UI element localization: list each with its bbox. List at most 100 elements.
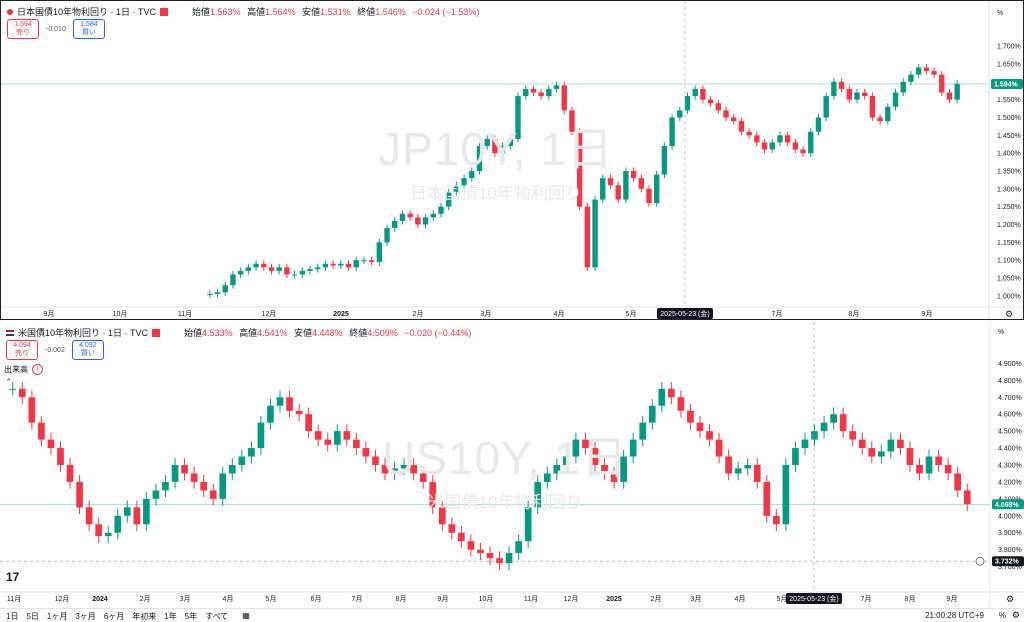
candle-body (376, 242, 383, 262)
candle-body (906, 448, 914, 465)
date-tick-label: 5月 (266, 595, 277, 603)
candle-body (410, 465, 417, 474)
us10y-symbol-title[interactable]: 米国債10年物利回り · 1日 · TVC (18, 328, 149, 338)
calendar-icon[interactable]: ▦ (242, 611, 250, 620)
date-tick-label: 4月 (223, 595, 234, 603)
buy-button[interactable]: 1.584 買い (72, 19, 105, 39)
tradingview-logo[interactable]: 17 (6, 570, 20, 584)
candle-body (823, 96, 829, 118)
candle-body (123, 507, 131, 516)
candle-body (291, 274, 298, 276)
alert-icon[interactable]: ! (32, 364, 43, 375)
candle-body (744, 465, 752, 469)
candle-body (620, 456, 627, 482)
jp10y-symbol-title[interactable]: 日本国債10年物利回り · 1日 · TVC (17, 7, 157, 17)
candle-body (854, 92, 860, 100)
candle-body (838, 81, 845, 89)
candle-body (777, 135, 783, 143)
jp10y-candles[interactable]: 1.700%1.650%1.600%1.550%1.500%1.450%1.40… (1, 1, 1023, 319)
tf-3m[interactable]: 3ヶ月 (75, 612, 96, 621)
volume-indicator[interactable]: 出来高 ! (4, 364, 43, 375)
candle-body (700, 88, 706, 100)
sell-button[interactable]: 4.094 売り (6, 340, 38, 360)
tf-1m[interactable]: 1ヶ月 (46, 612, 68, 621)
jp10y-chart-pane[interactable]: 日本国債10年物利回り · 1日 · TVC 始値1.563% 高値1.564%… (0, 0, 1024, 320)
price-tick-label: 4.800% (998, 378, 1022, 385)
candle-body (925, 456, 933, 474)
candle-body (615, 185, 621, 200)
price-tick-label: 3.700% (998, 564, 1022, 571)
gear-icon[interactable]: ⚙ (1005, 309, 1013, 319)
candle-body (133, 507, 141, 525)
candle-body (245, 267, 252, 271)
candle-body (923, 67, 930, 72)
candle-body (648, 405, 656, 423)
jp10y-trade-buttons: 1.594 売り -0.010 1.584 買い (7, 19, 105, 39)
candle-body (324, 439, 332, 445)
crosshair-price-text: 3.732% (995, 559, 1020, 566)
sell-button[interactable]: 1.594 売り (7, 19, 39, 39)
candle-body (572, 439, 580, 457)
gear-icon[interactable]: ⚙ (1006, 594, 1014, 604)
candle-body (692, 88, 698, 97)
tf-5y[interactable]: 5年 (184, 612, 198, 621)
candle-body (677, 397, 685, 411)
candle-body (28, 397, 36, 423)
buy-button[interactable]: 4.092 買い (71, 340, 104, 360)
us10y-candles[interactable]: 4.900% 4.800% 4.700% 4.600% 4.500% 4.400% 4.30… (0, 322, 1024, 608)
price-tick-label: 1.200% (997, 222, 1021, 229)
candle-body (769, 142, 775, 150)
clock[interactable]: 21:00:28 UTC+9 (925, 611, 984, 620)
candle-body (563, 456, 570, 465)
date-tick-label: 11月 (524, 595, 538, 603)
price-tick-label: 1.250% (997, 204, 1021, 211)
candle-body (284, 267, 290, 275)
candle-body (900, 81, 906, 93)
candle-body (333, 431, 341, 445)
plus-icon[interactable] (975, 556, 985, 566)
candle-body (946, 92, 953, 100)
tf-1d[interactable]: 1日 (6, 612, 19, 621)
candle-body (592, 199, 598, 268)
date-tick-label: 3月 (691, 595, 702, 603)
candle-body (800, 149, 806, 154)
candle-body (772, 515, 780, 525)
candle-body (534, 481, 542, 508)
candle-body (476, 146, 483, 171)
us10y-ohlc: 始値4.533% 高値4.541% 安値4.448% 終値4.509% −0.0… (184, 328, 472, 338)
candle-body (629, 439, 637, 457)
candle-body (515, 541, 522, 554)
candle-body (916, 465, 923, 474)
candle-body (461, 178, 467, 186)
price-tick-label: 1.650% (997, 61, 1021, 68)
us10y-chart-pane[interactable]: 米国債10年物利回り · 1日 · TVC 始値4.533% 高値4.541% … (0, 322, 1024, 608)
date-tick-label: 7月 (772, 310, 783, 318)
candle-body (372, 456, 379, 465)
collapse-chevron-icon[interactable]: ⌃ (5, 377, 13, 387)
candle-body (384, 228, 390, 243)
candle-body (869, 96, 876, 118)
candle-body (638, 178, 644, 189)
tf-all[interactable]: すべて (205, 612, 229, 621)
candle-body (887, 439, 895, 452)
tf-6m[interactable]: 6ヶ月 (103, 612, 125, 621)
tf-5d[interactable]: 5日 (26, 612, 39, 621)
candle-body (763, 481, 771, 516)
tf-1y[interactable]: 1年 (164, 612, 177, 621)
tf-ytd[interactable]: 年初来 (132, 612, 157, 621)
percent-toggle[interactable]: % (998, 611, 1006, 620)
candle-body (885, 106, 891, 122)
candle-body (353, 260, 359, 268)
bottom-toolbar: 1日 5日 1ヶ月 3ヶ月 6ヶ月 年初来 1年 5年 すべて ▦ 21:00:… (0, 608, 1024, 622)
candle-body (746, 131, 752, 136)
date-tick-label: 9月 (44, 310, 55, 318)
last-price-text: 4.068% (995, 502, 1020, 509)
gear-icon[interactable]: ⚙ (1011, 610, 1020, 620)
candle-body (143, 498, 150, 525)
candle-body (677, 110, 683, 118)
candle-body (553, 465, 561, 474)
candle-body (715, 439, 723, 457)
candle-body (499, 146, 506, 154)
candle-body (467, 541, 475, 550)
date-tick-label: 2025 (606, 596, 622, 603)
